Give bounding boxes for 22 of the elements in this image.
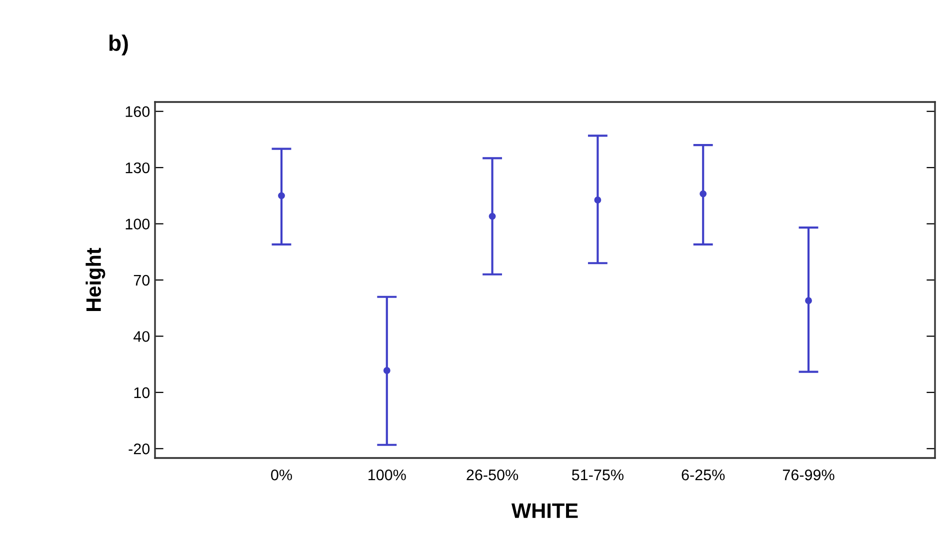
x-tick-label: 6-25% [682,470,725,480]
y-tick-label: 70 [134,274,150,286]
x-tick-label: 0% [271,470,292,480]
point [383,367,390,374]
text: b) [109,34,128,56]
point [488,212,496,220]
point [805,297,812,304]
x-tick-label: 76-99% [782,470,834,480]
point [594,196,602,204]
x-tick-label: 26-50% [466,470,518,480]
point [700,190,707,198]
y-tick-label: 100 [126,218,150,230]
x-tick-label: 51-75% [572,470,624,480]
y-tick-label: 160 [126,106,150,118]
point [278,192,285,200]
y-tick-label: 40 [134,331,150,342]
y-axis-title: Height [86,248,106,312]
y-tick-label: 10 [134,387,150,398]
x-tick-label: 100% [368,470,406,480]
y-tick-label: -20 [128,444,150,454]
x-axis-title: WHITE [511,504,578,518]
y-tick-label: 130 [126,162,150,174]
